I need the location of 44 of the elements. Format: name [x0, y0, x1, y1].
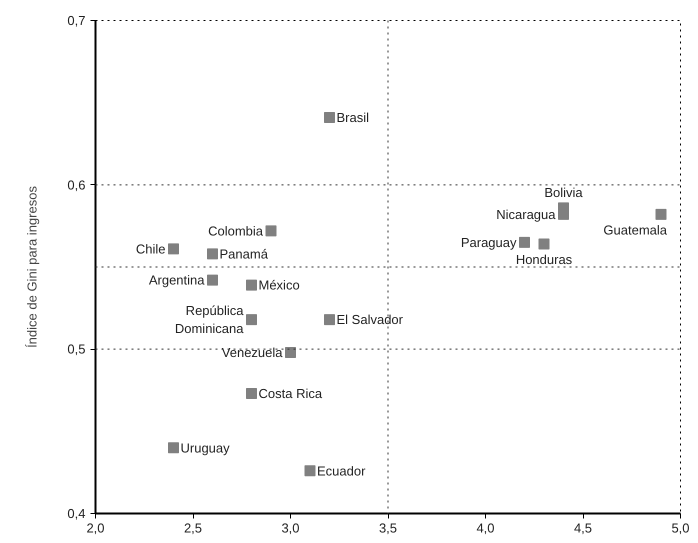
series-label: Argentina [148, 272, 206, 288]
series-label: Colombia [208, 223, 264, 238]
point [324, 314, 335, 326]
series-label: República Dominicana [174, 303, 244, 336]
y-tick-label: 0,5 [67, 342, 86, 357]
point [246, 280, 257, 291]
point [324, 112, 335, 123]
series-label: Brasil [336, 110, 370, 125]
point [246, 388, 257, 400]
x-tick-label: 4,5 [574, 520, 592, 536]
point [285, 346, 296, 358]
x-tick-label: 4,0 [476, 520, 495, 536]
series-label: El Salvador [336, 312, 404, 328]
series-label: Chile [136, 241, 166, 256]
point [304, 465, 316, 476]
series-label: Honduras [516, 252, 573, 267]
point [168, 243, 179, 254]
point [207, 274, 218, 286]
series-label: México [258, 278, 300, 293]
point [519, 236, 530, 248]
x-tick-label: 3,5 [378, 520, 398, 536]
series-label: Venezuela [222, 344, 284, 360]
y-tick-label: 0,6 [67, 177, 86, 192]
x-tick-label: 2,5 [184, 520, 202, 536]
series-label: Panamá [220, 246, 269, 262]
series-label: Paraguay [460, 234, 517, 250]
point [207, 248, 218, 260]
series-label: Ecuador [317, 463, 366, 478]
x-tick-label: 3,0 [281, 520, 300, 536]
point [266, 225, 276, 236]
series-label: Nicaragua [496, 206, 556, 222]
point [246, 314, 257, 326]
y-axis-title: Índice de Gini para ingresos [24, 186, 40, 348]
x-tick-label: 5,0 [671, 520, 690, 536]
series-label: Costa Rica [258, 386, 323, 402]
point [538, 238, 550, 250]
series-label: Guatemala [603, 222, 668, 238]
y-tick-label: 0,4 [67, 506, 86, 521]
y-tick-label: 0,7 [67, 13, 86, 28]
series-label: Bolivia [544, 184, 584, 200]
point [168, 442, 179, 454]
point [656, 208, 666, 220]
series-label: Uruguay [180, 440, 230, 456]
x-tick-label: 2,0 [86, 520, 105, 536]
